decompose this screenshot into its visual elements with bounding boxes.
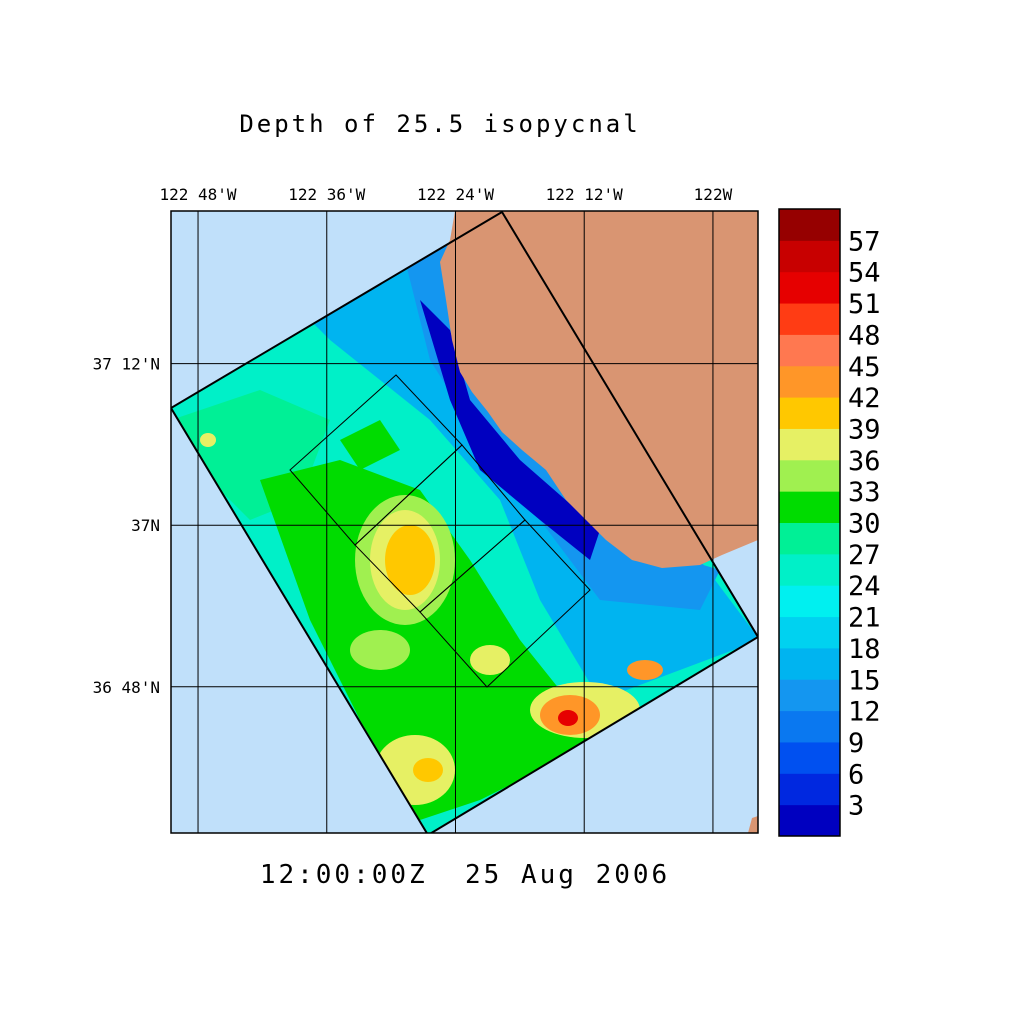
colorbar-cell <box>779 804 840 837</box>
y-tick-label: 37N <box>131 516 160 535</box>
domain-outline <box>171 211 758 833</box>
colorbar-label: 33 <box>848 477 881 508</box>
colorbar-cell <box>779 553 840 586</box>
colorbar-cell <box>779 647 840 680</box>
colorbar-cell <box>779 240 840 273</box>
colorbar-label: 27 <box>848 540 881 571</box>
colorbar-label: 21 <box>848 603 881 634</box>
colorbar-label: 39 <box>848 414 881 445</box>
colorbar-cell <box>779 397 840 429</box>
colorbar-frame <box>778 208 841 837</box>
colorbar-cell <box>779 679 840 712</box>
colorbar-label: 36 <box>848 446 881 477</box>
x-tick-label: 122W <box>694 185 733 204</box>
colorbar-cell <box>779 773 840 806</box>
colorbar-cell <box>779 616 840 649</box>
x-tick-label: 122 36'W <box>288 185 365 204</box>
colorbar-label: 48 <box>848 320 881 351</box>
colorbar-cell <box>779 585 840 618</box>
x-tick-label: 122 12'W <box>546 185 623 204</box>
timestamp: 12:00:00Z 25 Aug 2006 <box>260 860 670 890</box>
colorbar-label: 3 <box>848 791 864 822</box>
colorbar-label: 24 <box>848 571 881 602</box>
colorbar-cell <box>779 491 840 523</box>
grid <box>171 211 758 833</box>
colorbar-cell <box>779 710 840 743</box>
colorbar-cell <box>779 303 840 335</box>
colorbar-cell <box>779 271 840 304</box>
colorbar-label: 51 <box>848 289 881 320</box>
colorbar-cell <box>779 428 840 461</box>
sub-boxes <box>289 374 591 688</box>
colorbar-label: 18 <box>848 634 881 665</box>
colorbar-cell <box>779 522 840 555</box>
y-tick-label: 36 48'N <box>93 678 160 697</box>
colorbar-label: 12 <box>848 697 881 728</box>
colorbar-cell <box>779 334 840 367</box>
colorbar-cell <box>779 209 840 241</box>
colorbar-label: 30 <box>848 509 881 540</box>
map-area <box>171 211 758 833</box>
x-tick-label: 122 24'W <box>417 185 494 204</box>
map-frame <box>170 210 759 834</box>
land <box>748 816 758 833</box>
colorbar-label: 9 <box>848 728 864 759</box>
title: Depth of 25.5 isopycnal <box>239 110 640 138</box>
colorbar-label: 6 <box>848 759 864 790</box>
colorbar-label: 15 <box>848 665 881 696</box>
colorbar-cell <box>779 459 840 492</box>
colorbar-label: 42 <box>848 383 881 414</box>
colorbar-label: 57 <box>848 226 881 257</box>
colorbar-label: 54 <box>848 258 881 289</box>
colorbar-label: 45 <box>848 352 881 383</box>
colorbar-cell <box>779 365 840 398</box>
x-tick-label: 122 48'W <box>160 185 237 204</box>
land <box>440 211 758 568</box>
colorbar-cell <box>779 741 840 774</box>
y-tick-label: 37 12'N <box>93 355 160 374</box>
